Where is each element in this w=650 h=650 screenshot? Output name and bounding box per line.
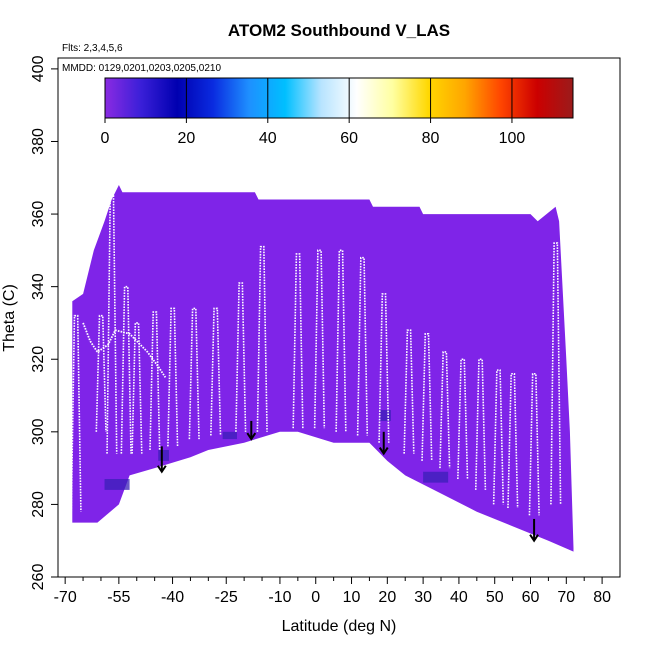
arrow-head: [529, 534, 539, 543]
flight-profile: [210, 307, 222, 436]
y-tick-label: 400: [30, 55, 47, 82]
x-tick-label: 30: [414, 589, 432, 606]
arrow-head: [246, 432, 257, 441]
flight-profile: [457, 358, 469, 480]
flight-profile: [507, 372, 519, 509]
colorbar-tick-label: 20: [177, 130, 195, 147]
y-tick-label: 280: [30, 491, 47, 518]
flight-profile: [70, 314, 82, 512]
low-value-patch: [158, 449, 169, 461]
plot-layer: 0 20 40 60 80 100 -70 -55 -40 -25 -10 0 10 20 30 40 50 60…: [30, 55, 621, 606]
flight-profile: [256, 245, 268, 432]
dates-note: MMDD: 0129,0201,0203,0205,0210: [62, 63, 221, 74]
x-tick-label: 0: [311, 589, 320, 606]
flight-profile: [149, 311, 161, 450]
flight-track: [82, 322, 167, 378]
flight-profile: [313, 249, 326, 429]
y-tick-label: 320: [30, 346, 47, 373]
x-tick-label: 80: [593, 589, 611, 606]
flight-profile: [403, 329, 415, 454]
y-tick-label: 340: [30, 273, 47, 300]
flight-profile: [492, 369, 505, 505]
low-value-patch: [222, 431, 237, 440]
flight-profile: [421, 333, 433, 461]
x-tick-label: -40: [161, 589, 184, 606]
x-tick-label: -55: [107, 589, 130, 606]
flight-profile: [528, 372, 540, 516]
flight-profile: [95, 314, 107, 432]
x-tick-label: -70: [54, 589, 77, 606]
flights-note: Flts: 2,3,4,5,6: [62, 43, 123, 54]
x-tick-label: 50: [486, 589, 504, 606]
colorbar-tick-label: 0: [101, 130, 110, 147]
x-tick-label: -10: [268, 589, 291, 606]
y-tick-label: 260: [30, 564, 47, 591]
arrow-head: [378, 447, 389, 456]
colorbar-tick-label: 60: [340, 130, 358, 147]
y-tick-label: 380: [30, 128, 47, 155]
flight-profile: [292, 253, 304, 429]
y-tick-label: 300: [30, 418, 47, 445]
flight-profile: [131, 322, 143, 454]
colorbar-tick-label: 40: [259, 130, 277, 147]
arrow-head: [156, 465, 167, 474]
flight-profile: [474, 358, 487, 490]
x-tick-label: 70: [557, 589, 575, 606]
low-value-patch: [380, 410, 391, 421]
x-axis-label: Latitude (deg N): [282, 618, 397, 635]
x-tick-label: 40: [450, 589, 468, 606]
flight-profile: [335, 249, 347, 432]
plot-frame: [57, 57, 621, 578]
low-value-patch: [104, 479, 130, 490]
colorbar: [104, 77, 574, 119]
flight-profile: [439, 351, 451, 469]
x-tick-label: 20: [378, 589, 396, 606]
curtain-fill: [72, 185, 574, 552]
flight-profile: [167, 307, 179, 447]
colorbar-tick-label: 100: [499, 130, 526, 147]
y-tick-label: 360: [30, 201, 47, 228]
chart-title: ATOM2 Southbound V_LAS: [228, 21, 450, 40]
x-tick-label: -25: [215, 589, 238, 606]
colorbar-tick-label: 80: [422, 130, 440, 147]
low-value-patch: [423, 471, 449, 483]
flight-profile: [106, 195, 118, 454]
flight-profile: [550, 242, 562, 505]
flight-profile: [188, 307, 200, 440]
x-tick-label: 60: [522, 589, 540, 606]
flight-profile: [120, 285, 132, 454]
x-tick-label: 10: [343, 589, 361, 606]
flight-profile: [356, 256, 369, 436]
y-axis-label: Theta (C): [1, 284, 18, 352]
